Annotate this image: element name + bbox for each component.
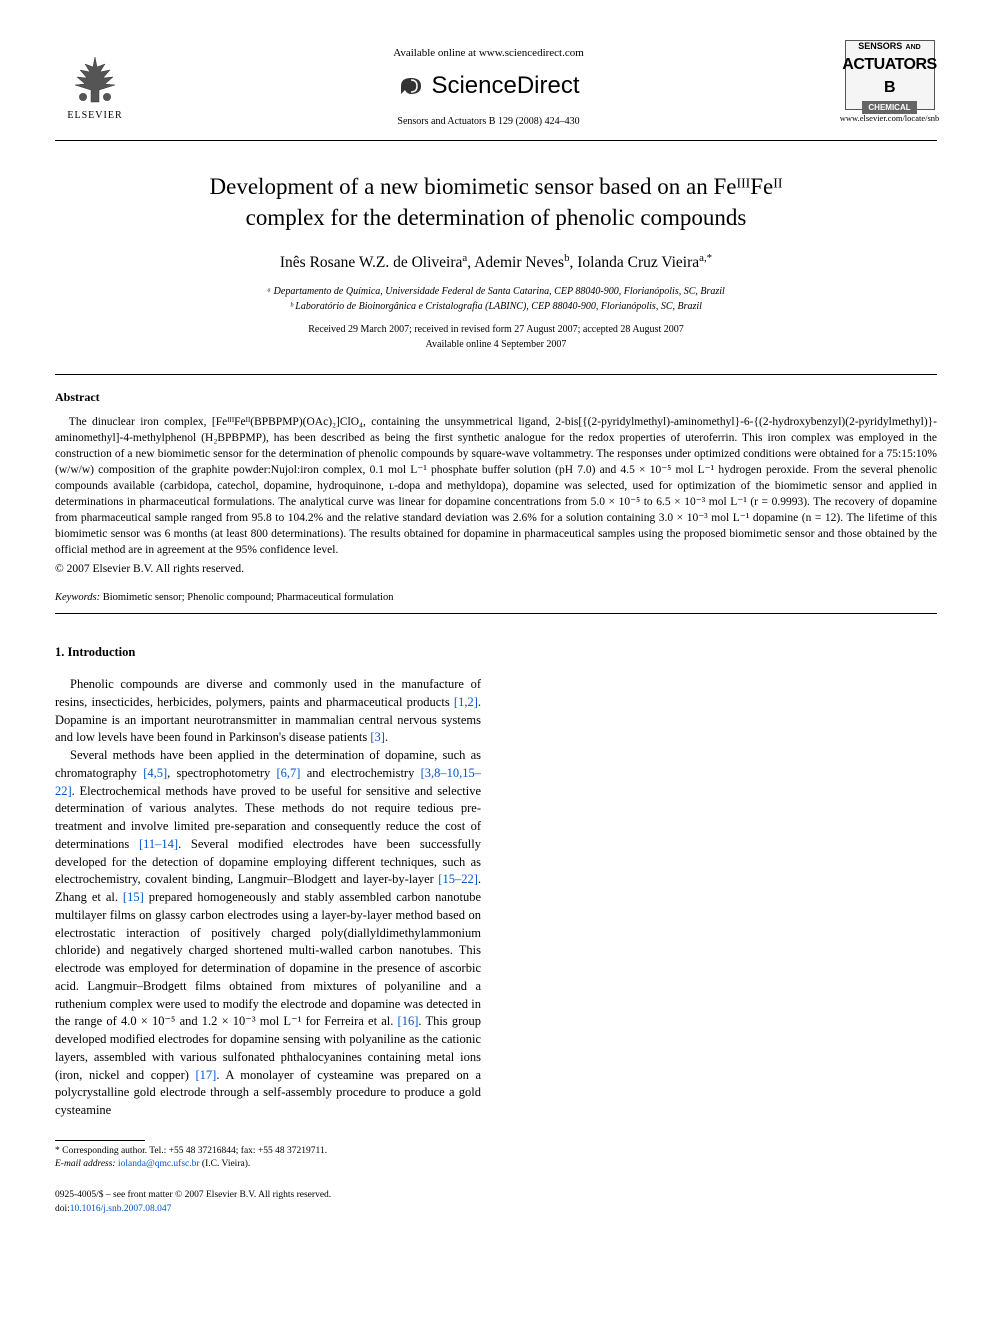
doi-line: doi:10.1016/j.snb.2007.08.047 (55, 1203, 937, 1216)
doi-link[interactable]: 10.1016/j.snb.2007.08.047 (70, 1204, 172, 1214)
elsevier-tree-icon (65, 52, 125, 107)
abstract-copyright: © 2007 Elsevier B.V. All rights reserved… (55, 561, 937, 577)
journal-logo-line2: ACTUATORS (842, 54, 936, 76)
section-1-heading: 1. Introduction (55, 644, 481, 662)
keywords-text: Biomimetic sensor; Phenolic compound; Ph… (100, 592, 393, 603)
affiliations: ᵃ Departamento de Química, Universidade … (55, 284, 937, 314)
journal-logo-line1: SENSORS AND (858, 36, 920, 54)
authors-line: Inês Rosane W.Z. de Oliveiraa, Ademir Ne… (55, 251, 937, 274)
journal-logo-box: SENSORS AND ACTUATORS B CHEMICAL (845, 40, 935, 110)
ref-17[interactable]: [17] (196, 1068, 217, 1082)
divider-top (55, 140, 937, 141)
abstract-heading: Abstract (55, 389, 937, 406)
ref-6-7[interactable]: [6,7] (277, 766, 301, 780)
footnote-email-line: E-mail address: iolanda@qmc.ufsc.br (I.C… (55, 1158, 937, 1171)
intro-para-1: Phenolic compounds are diverse and commo… (55, 676, 481, 747)
footnote-email-suffix: (I.C. Vieira). (202, 1159, 250, 1169)
center-header: Available online at www.sciencedirect.co… (135, 46, 842, 129)
elsevier-label: ELSEVIER (67, 109, 122, 123)
footnote-email-label: E-mail address: (55, 1159, 116, 1169)
divider-abstract-bottom (55, 613, 937, 614)
keywords-label: Keywords: (55, 592, 100, 603)
title-line-1: Development of a new biomimetic sensor b… (210, 174, 783, 199)
sciencedirect-text: ScienceDirect (431, 69, 579, 103)
ref-1-2[interactable]: [1,2] (454, 695, 478, 709)
affiliation-a: ᵃ Departamento de Química, Universidade … (55, 284, 937, 299)
abstract-body: The dinuclear iron complex, [FeᴵᴵᴵFeᴵᴵ(B… (55, 414, 937, 559)
affiliation-b: ᵇ Laboratório de Bioinorgânica e Cristal… (55, 299, 937, 314)
footnote-corr: * Corresponding author. Tel.: +55 48 372… (55, 1145, 937, 1158)
sciencedirect-logo: ScienceDirect (135, 69, 842, 103)
footnote-email[interactable]: iolanda@qmc.ufsc.br (118, 1159, 200, 1169)
title-line-2: complex for the determination of phenoli… (246, 205, 747, 230)
journal-citation: Sensors and Actuators B 129 (2008) 424–4… (135, 115, 842, 129)
article-title: Development of a new biomimetic sensor b… (105, 171, 887, 233)
divider-abstract-top (55, 374, 937, 375)
body-columns: 1. Introduction Phenolic compounds are d… (55, 620, 937, 1120)
intro-para-2: Several methods have been applied in the… (55, 747, 481, 1120)
available-online-text: Available online at www.sciencedirect.co… (135, 46, 842, 61)
ref-16[interactable]: [16] (398, 1014, 419, 1028)
dates-received: Received 29 March 2007; received in revi… (55, 322, 937, 337)
article-dates: Received 29 March 2007; received in revi… (55, 322, 937, 352)
ref-15[interactable]: [15] (123, 890, 144, 904)
ref-11-14[interactable]: [11–14] (139, 837, 178, 851)
journal-logo-block: SENSORS AND ACTUATORS B CHEMICAL www.els… (842, 40, 937, 135)
bottom-meta: 0925-4005/$ – see front matter © 2007 El… (55, 1189, 937, 1216)
elsevier-logo: ELSEVIER (55, 45, 135, 130)
corresponding-author-footnote: * Corresponding author. Tel.: +55 48 372… (55, 1145, 937, 1172)
ref-4-5[interactable]: [4,5] (143, 766, 167, 780)
journal-url: www.elsevier.com/locate/snb (840, 113, 940, 125)
keywords-line: Keywords: Biomimetic sensor; Phenolic co… (55, 591, 937, 606)
ref-3[interactable]: [3] (370, 730, 385, 744)
front-matter-line: 0925-4005/$ – see front matter © 2007 El… (55, 1189, 937, 1202)
header-row: ELSEVIER Available online at www.science… (55, 40, 937, 135)
journal-logo-line3: B (884, 77, 895, 99)
dates-available: Available online 4 September 2007 (55, 337, 937, 352)
ref-15-22[interactable]: [15–22] (438, 872, 478, 886)
sciencedirect-icon (397, 72, 425, 100)
footnote-rule (55, 1140, 145, 1141)
